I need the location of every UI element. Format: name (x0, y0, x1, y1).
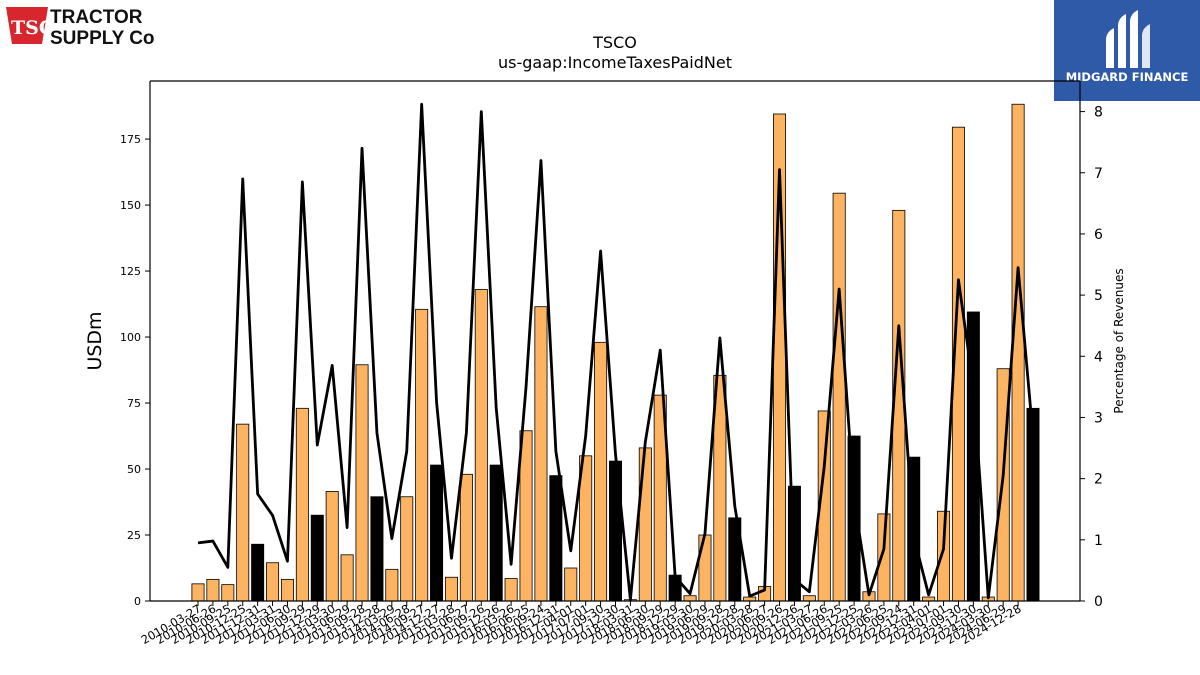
quarter-bar (340, 554, 354, 602)
quarter-bar (802, 595, 816, 602)
y2-tick-label: 7 (1094, 166, 1103, 182)
y2-tick-label: 6 (1094, 227, 1103, 243)
quarter-bar (415, 308, 429, 602)
quarter-bar (832, 192, 846, 602)
annual-bar (310, 514, 324, 602)
quarter-bar (280, 578, 294, 602)
y-axis-label: USDm (84, 311, 106, 370)
quarter-bar (191, 583, 205, 602)
y2-tick-label: 2 (1094, 472, 1103, 488)
annual-bar (489, 464, 503, 602)
quarter-bar (474, 289, 488, 602)
y-tick-label: 175 (120, 133, 141, 146)
quarter-bar (504, 578, 518, 602)
logo-line-1: TRACTOR (50, 7, 143, 28)
midgard-emblem-icon (1106, 10, 1150, 68)
quarter-bar (206, 578, 220, 602)
quarter-bar (295, 407, 309, 602)
quarter-bar (1011, 103, 1025, 602)
quarter-bar (519, 430, 533, 602)
annual-bar (251, 543, 265, 602)
quarter-bar (444, 576, 458, 602)
quarter-bar (236, 423, 250, 602)
tsc-badge-text: TSC (11, 17, 54, 39)
annual-bar (668, 574, 682, 602)
quarter-bar (534, 306, 548, 602)
quarter-bar (638, 447, 652, 602)
publisher-name: MIDGARD FINANCE (1066, 70, 1189, 84)
quarter-bar (683, 595, 697, 602)
chart-subtitle: us-gaap:IncomeTaxesPaidNet (498, 53, 732, 72)
y-tick-label: 100 (120, 331, 141, 344)
y2-tick-label: 0 (1094, 594, 1103, 610)
y-tick-label: 150 (120, 199, 141, 212)
y2-tick-label: 4 (1094, 349, 1103, 365)
quarter-bar (355, 364, 369, 602)
quarter-bar (221, 584, 235, 602)
annual-bar (609, 460, 623, 602)
y2-tick-label: 5 (1094, 288, 1103, 304)
quarter-bar (400, 496, 414, 602)
annual-bar (549, 475, 563, 602)
percentage-line (197, 102, 1035, 602)
y-tick-label: 125 (120, 265, 141, 278)
y2-axis-label: Percentage of Revenues (1112, 268, 1126, 413)
logo-line-2: SUPPLY Co (50, 28, 155, 48)
y-tick-label: 50 (127, 463, 141, 476)
annual-bar (1026, 407, 1040, 602)
quarter-bar (877, 513, 891, 602)
quarter-bar (385, 568, 399, 602)
annual-bar (370, 496, 384, 602)
plot-area: 02550751001251501750123456782010-03-2720… (120, 80, 1103, 647)
y2-tick-label: 3 (1094, 410, 1103, 426)
y-tick-label: 0 (134, 595, 141, 608)
quarter-bar (325, 491, 339, 602)
y2-tick-label: 1 (1094, 533, 1103, 549)
quarter-bar (266, 562, 280, 602)
tsc-badge-shape (6, 7, 48, 44)
quarter-bar (698, 534, 712, 602)
tractor-supply-logo: TSC TRACTOR SUPPLY Co (6, 4, 158, 49)
quarter-bar (564, 567, 578, 602)
y2-tick-label: 8 (1094, 105, 1103, 121)
quarter-bar (459, 473, 473, 602)
annual-bar (430, 464, 444, 602)
midgard-finance-logo: MIDGARD FINANCE (1054, 0, 1200, 101)
y-tick-label: 25 (127, 529, 141, 542)
chart-title: TSCO (592, 33, 637, 52)
y-tick-label: 75 (127, 397, 141, 410)
quarter-bar (594, 341, 608, 602)
